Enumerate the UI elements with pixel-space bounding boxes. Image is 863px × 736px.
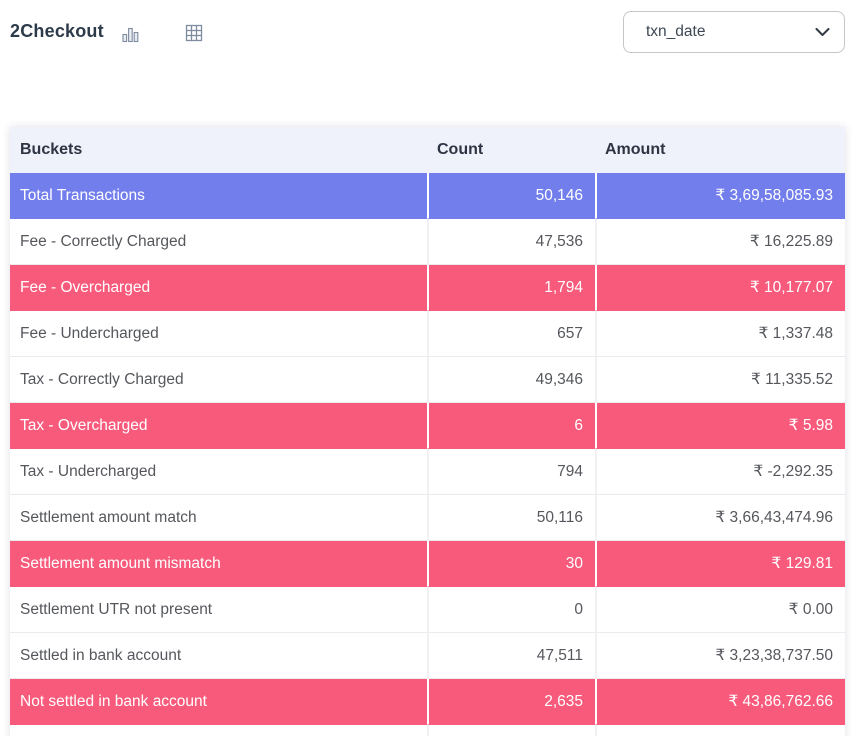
- table-row[interactable]: Settlement UTR not present 0 ₹ 0.00: [10, 587, 845, 633]
- amount-cell: ₹ 16,225.89: [595, 219, 845, 265]
- bucket-cell: Tax - Correctly Charged: [10, 357, 427, 403]
- bucket-cell: Settled in bank account: [10, 633, 427, 679]
- column-header-amount: Amount: [595, 127, 845, 173]
- dropdown-value: txn_date: [646, 23, 815, 41]
- buckets-table: Buckets Count Amount Total Transactions …: [10, 127, 845, 736]
- buckets-table-card: Buckets Count Amount Total Transactions …: [10, 127, 845, 736]
- count-cell: 30: [427, 541, 595, 587]
- amount-cell: ₹ 0.00: [595, 587, 845, 633]
- bucket-cell: Settlement UTR not present: [10, 587, 427, 633]
- bar-chart-icon[interactable]: [121, 25, 140, 44]
- bucket-cell: Tax - Overcharged: [10, 403, 427, 449]
- amount-cell: ₹ 3,66,43,474.96: [595, 495, 845, 541]
- bucket-cell: Tax - Undercharged: [10, 449, 427, 495]
- count-cell: 50,116: [427, 495, 595, 541]
- table-row[interactable]: Fee - Overcharged 1,794 ₹ 10,177.07: [10, 265, 845, 311]
- amount-cell: ₹ 10,177.07: [595, 265, 845, 311]
- count-cell: 794: [427, 449, 595, 495]
- count-cell: 50,146: [427, 173, 595, 219]
- table-row[interactable]: Total Transactions 50,146 ₹ 3,69,58,085.…: [10, 173, 845, 219]
- column-header-buckets: Buckets: [10, 127, 427, 173]
- table-row[interactable]: Tax - Overcharged 6 ₹ 5.98: [10, 403, 845, 449]
- chevron-down-icon: [815, 28, 830, 37]
- topbar: 2Checkout txn_date: [0, 0, 863, 64]
- count-cell: 47,511: [427, 633, 595, 679]
- amount-cell: ₹ 3,23,38,737.50: [595, 633, 845, 679]
- table-row[interactable]: Tax - Correctly Charged 49,346 ₹ 11,335.…: [10, 357, 845, 403]
- count-cell: 0: [427, 587, 595, 633]
- count-cell: 2,635: [427, 679, 595, 725]
- table-body: Total Transactions 50,146 ₹ 3,69,58,085.…: [10, 173, 845, 725]
- count-cell: 657: [427, 311, 595, 357]
- bucket-cell: Not settled in bank account: [10, 679, 427, 725]
- page-title: 2Checkout: [10, 21, 104, 42]
- bucket-cell: Fee - Undercharged: [10, 311, 427, 357]
- table-row[interactable]: Settlement amount match 50,116 ₹ 3,66,43…: [10, 495, 845, 541]
- bucket-cell: Total Transactions: [10, 173, 427, 219]
- amount-cell: ₹ 5.98: [595, 403, 845, 449]
- table-row[interactable]: Fee - Undercharged 657 ₹ 1,337.48: [10, 311, 845, 357]
- amount-cell: ₹ 129.81: [595, 541, 845, 587]
- count-cell: 6: [427, 403, 595, 449]
- bucket-cell: Fee - Correctly Charged: [10, 219, 427, 265]
- bucket-cell: Settlement amount mismatch: [10, 541, 427, 587]
- partial-row: [10, 725, 845, 736]
- count-cell: 47,536: [427, 219, 595, 265]
- amount-cell: ₹ 1,337.48: [595, 311, 845, 357]
- table-row[interactable]: Settlement amount mismatch 30 ₹ 129.81: [10, 541, 845, 587]
- column-header-count: Count: [427, 127, 595, 173]
- bucket-cell: Settlement amount match: [10, 495, 427, 541]
- table-header-row: Buckets Count Amount: [10, 127, 845, 173]
- table-row[interactable]: Tax - Undercharged 794 ₹ -2,292.35: [10, 449, 845, 495]
- count-cell: 1,794: [427, 265, 595, 311]
- page: 2Checkout txn_date: [0, 0, 863, 736]
- grid-icon[interactable]: [184, 23, 204, 43]
- table-row[interactable]: Not settled in bank account 2,635 ₹ 43,8…: [10, 679, 845, 725]
- amount-cell: ₹ 3,69,58,085.93: [595, 173, 845, 219]
- table-row[interactable]: Fee - Correctly Charged 47,536 ₹ 16,225.…: [10, 219, 845, 265]
- table-row[interactable]: Settled in bank account 47,511 ₹ 3,23,38…: [10, 633, 845, 679]
- amount-cell: ₹ -2,292.35: [595, 449, 845, 495]
- txn-date-dropdown[interactable]: txn_date: [623, 11, 845, 53]
- count-cell: 49,346: [427, 357, 595, 403]
- amount-cell: ₹ 11,335.52: [595, 357, 845, 403]
- bucket-cell: Fee - Overcharged: [10, 265, 427, 311]
- amount-cell: ₹ 43,86,762.66: [595, 679, 845, 725]
